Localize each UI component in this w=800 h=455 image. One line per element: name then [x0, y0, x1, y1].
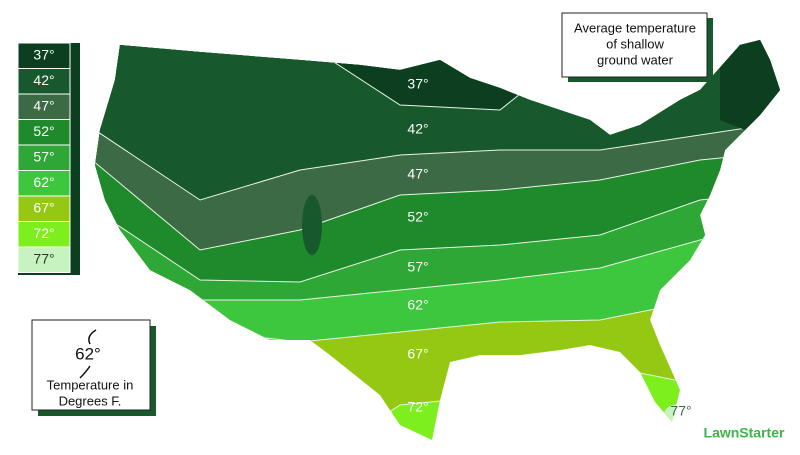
key-text: Degrees F.	[59, 393, 122, 408]
zone	[302, 195, 322, 255]
legend-label: 47°	[33, 98, 54, 114]
zone-label: 72°	[407, 399, 428, 415]
legend-label: 77°	[33, 251, 54, 267]
zone-label: 62°	[407, 297, 428, 313]
zone-label: 52°	[407, 209, 428, 225]
title-line: of shallow	[606, 36, 664, 51]
legend-swatch	[17, 170, 71, 197]
legend-swatch	[17, 119, 71, 146]
logo: LawnStarter	[704, 425, 785, 441]
zone-label: 67°	[407, 346, 428, 362]
title-line: Average temperature	[574, 20, 696, 35]
legend-swatch	[17, 195, 71, 222]
legend-swatch	[17, 246, 71, 273]
zone	[720, 40, 780, 130]
legend-label: 67°	[33, 200, 54, 216]
title-box	[561, 12, 708, 78]
legend-label: 72°	[33, 225, 54, 241]
legend-label: 52°	[33, 123, 54, 139]
zone-label: 47°	[407, 166, 428, 182]
zone	[262, 115, 282, 165]
legend-label: 42°	[33, 72, 54, 88]
legend-swatch	[17, 42, 71, 69]
key-text: Temperature in	[47, 377, 134, 392]
title-line: ground water	[597, 52, 674, 67]
zone-label: 77°	[670, 403, 691, 419]
zone-label: 57°	[407, 259, 428, 275]
zone-label: 42°	[407, 121, 428, 137]
legend-label: 62°	[33, 174, 54, 190]
key-marker	[79, 329, 97, 379]
legend-label: 57°	[33, 149, 54, 165]
key-sample: 62°	[75, 344, 101, 363]
zone-label: 37°	[407, 76, 428, 92]
legend-label: 37°	[33, 47, 54, 63]
